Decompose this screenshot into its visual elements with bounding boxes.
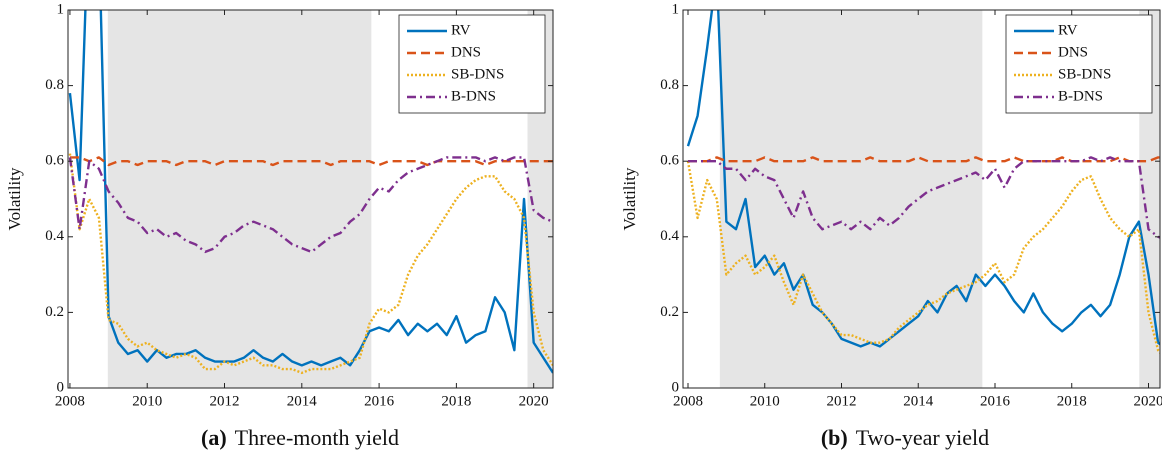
y-tick-label: 0.8 xyxy=(660,77,679,93)
y-tick-label: 0.2 xyxy=(45,304,64,320)
y-tick-label: 1 xyxy=(672,1,680,17)
x-tick-label: 2010 xyxy=(132,393,162,409)
series-line xyxy=(686,160,1160,355)
y-tick-label: 0.4 xyxy=(660,228,679,244)
x-tick-label: 2016 xyxy=(980,393,1011,409)
plot-area xyxy=(68,10,553,375)
y-tick-label: 0.6 xyxy=(45,153,64,169)
caption-label: (a) xyxy=(201,425,227,450)
legend-label: SB-DNS xyxy=(1058,66,1111,82)
y-tick-label: 0 xyxy=(672,379,680,395)
x-tick-label: 2018 xyxy=(1057,393,1087,409)
y-tick-label: 0.8 xyxy=(45,77,64,93)
legend-label: SB-DNS xyxy=(451,66,504,82)
shaded-region xyxy=(719,10,983,388)
caption: (a) Three-month yield xyxy=(201,425,399,450)
series-line xyxy=(687,156,1160,239)
caption: (b) Two-year yield xyxy=(821,425,989,450)
axes-frame xyxy=(682,9,1161,389)
series-line xyxy=(69,156,553,167)
caption-label: (b) xyxy=(821,425,848,450)
x-tick-label: 2020 xyxy=(519,393,549,409)
x-tick-label: 2008 xyxy=(55,393,85,409)
legend-label: B-DNS xyxy=(1058,88,1103,104)
x-tick-label: 2018 xyxy=(441,393,471,409)
shaded-region xyxy=(107,10,372,388)
x-tick-label: 2020 xyxy=(1133,393,1162,409)
y-tick-label: 0.6 xyxy=(660,153,679,169)
x-tick-label: 2014 xyxy=(903,393,934,409)
x-tick-label: 2010 xyxy=(750,393,780,409)
y-axis-label: Volatility xyxy=(5,167,24,230)
y-tick-label: 1 xyxy=(57,1,65,17)
y-axis-label: Volatility xyxy=(620,167,639,230)
subplot: 0 0.2 0.4 0.6 0.8 1 2008 2010 2012 2014 2016 2018 20… xyxy=(5,1,554,450)
x-tick-label: 2016 xyxy=(364,393,395,409)
subplot: 0 0.2 0.4 0.6 0.8 1 2008 2010 2012 2014 2016 2018 20… xyxy=(620,1,1162,450)
series-line xyxy=(68,156,553,254)
axes-frame xyxy=(67,9,554,389)
plot-area xyxy=(686,10,1160,355)
y-tick-label: 0.4 xyxy=(45,228,64,244)
x-tick-label: 2008 xyxy=(673,393,703,409)
y-tick-label: 0 xyxy=(57,379,65,395)
series-line xyxy=(687,156,1160,163)
x-tick-label: 2014 xyxy=(287,393,318,409)
legend-label: DNS xyxy=(451,44,481,60)
x-tick-label: 2012 xyxy=(826,393,856,409)
legend-label: RV xyxy=(451,22,471,38)
caption-text: Two-year yield xyxy=(856,425,989,450)
x-tick-label: 2012 xyxy=(210,393,240,409)
legend-label: DNS xyxy=(1058,44,1088,60)
y-tick-label: 0.2 xyxy=(660,304,679,320)
series-line xyxy=(68,10,553,374)
legend-label: RV xyxy=(1058,22,1078,38)
caption-text: Three-month yield xyxy=(235,425,399,450)
legend-label: B-DNS xyxy=(451,88,496,104)
